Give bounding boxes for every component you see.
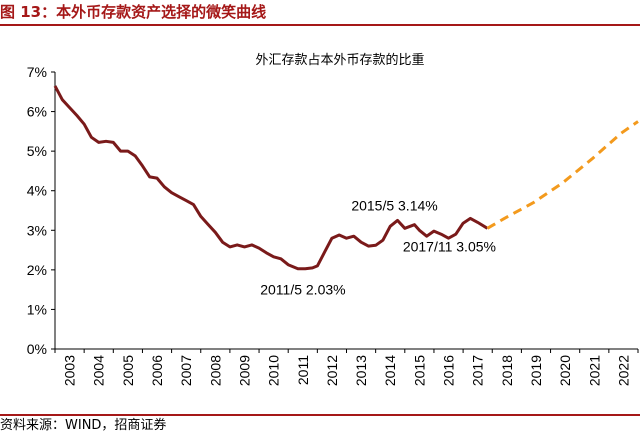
source-note: 资料来源：WIND，招商证券 [0,418,167,433]
x-tick-label: 2020 [557,355,573,386]
x-tick-label: 2006 [149,355,165,386]
x-tick-label: 2010 [266,355,282,386]
y-tick-label: 7% [27,64,47,80]
chart-title: 外汇存款占本外币存款的比重 [255,52,424,67]
x-tick-label: 2019 [528,355,544,386]
x-tick-label: 2003 [62,355,78,386]
y-tick-label: 6% [27,104,47,120]
chart-annotations: 2011/5 2.03% 2015/5 3.14% 2017/11 3.05% [260,198,496,298]
data-annotation: 2015/5 3.14% [351,198,437,214]
x-tick-label: 2009 [236,355,252,386]
footer-divider [0,414,640,416]
x-tick-label: 2005 [120,355,136,386]
x-tick-label: 2015 [411,355,427,386]
x-tick-label: 2022 [615,355,631,386]
x-tick-label: 2004 [91,355,107,386]
x-tick-label: 2016 [441,355,457,386]
data-annotation: 2017/11 3.05% [403,238,496,254]
figure-title: 图 13：本外币存款资产选择的微笑曲线 [0,3,267,21]
x-tick-label: 2013 [353,355,369,386]
x-tick-label: 2018 [499,355,515,386]
x-tick-label: 2017 [470,355,486,386]
y-tick-label: 3% [27,222,47,238]
y-tick-label: 4% [27,183,47,199]
x-tick-label: 2021 [586,355,602,386]
x-tick-label: 2014 [382,355,398,386]
y-tick-label: 1% [27,301,47,317]
x-tick-label: 2007 [178,355,194,386]
x-tick-label: 2012 [324,355,340,386]
forecast-series-line [486,120,639,230]
x-tick-label: 2008 [207,355,223,386]
y-tick-label: 2% [27,262,47,278]
data-annotation: 2011/5 2.03% [260,282,345,298]
chart-axes: 0% 1% 2% 3% 4% 5% 6% 7% 2003 2004 2005 2006 2007 2008… [27,64,639,386]
y-tick-label: 0% [27,341,47,357]
x-tick-label: 2011 [295,355,311,385]
y-tick-label: 5% [27,143,47,159]
line-chart: 外汇存款占本外币存款的比重 0% 1% 2% 3% 4% 5% 6% 7% 2003 2004 20… [27,52,639,386]
title-divider [0,24,640,26]
actual-series-line [53,85,489,271]
chart-series [53,85,639,271]
